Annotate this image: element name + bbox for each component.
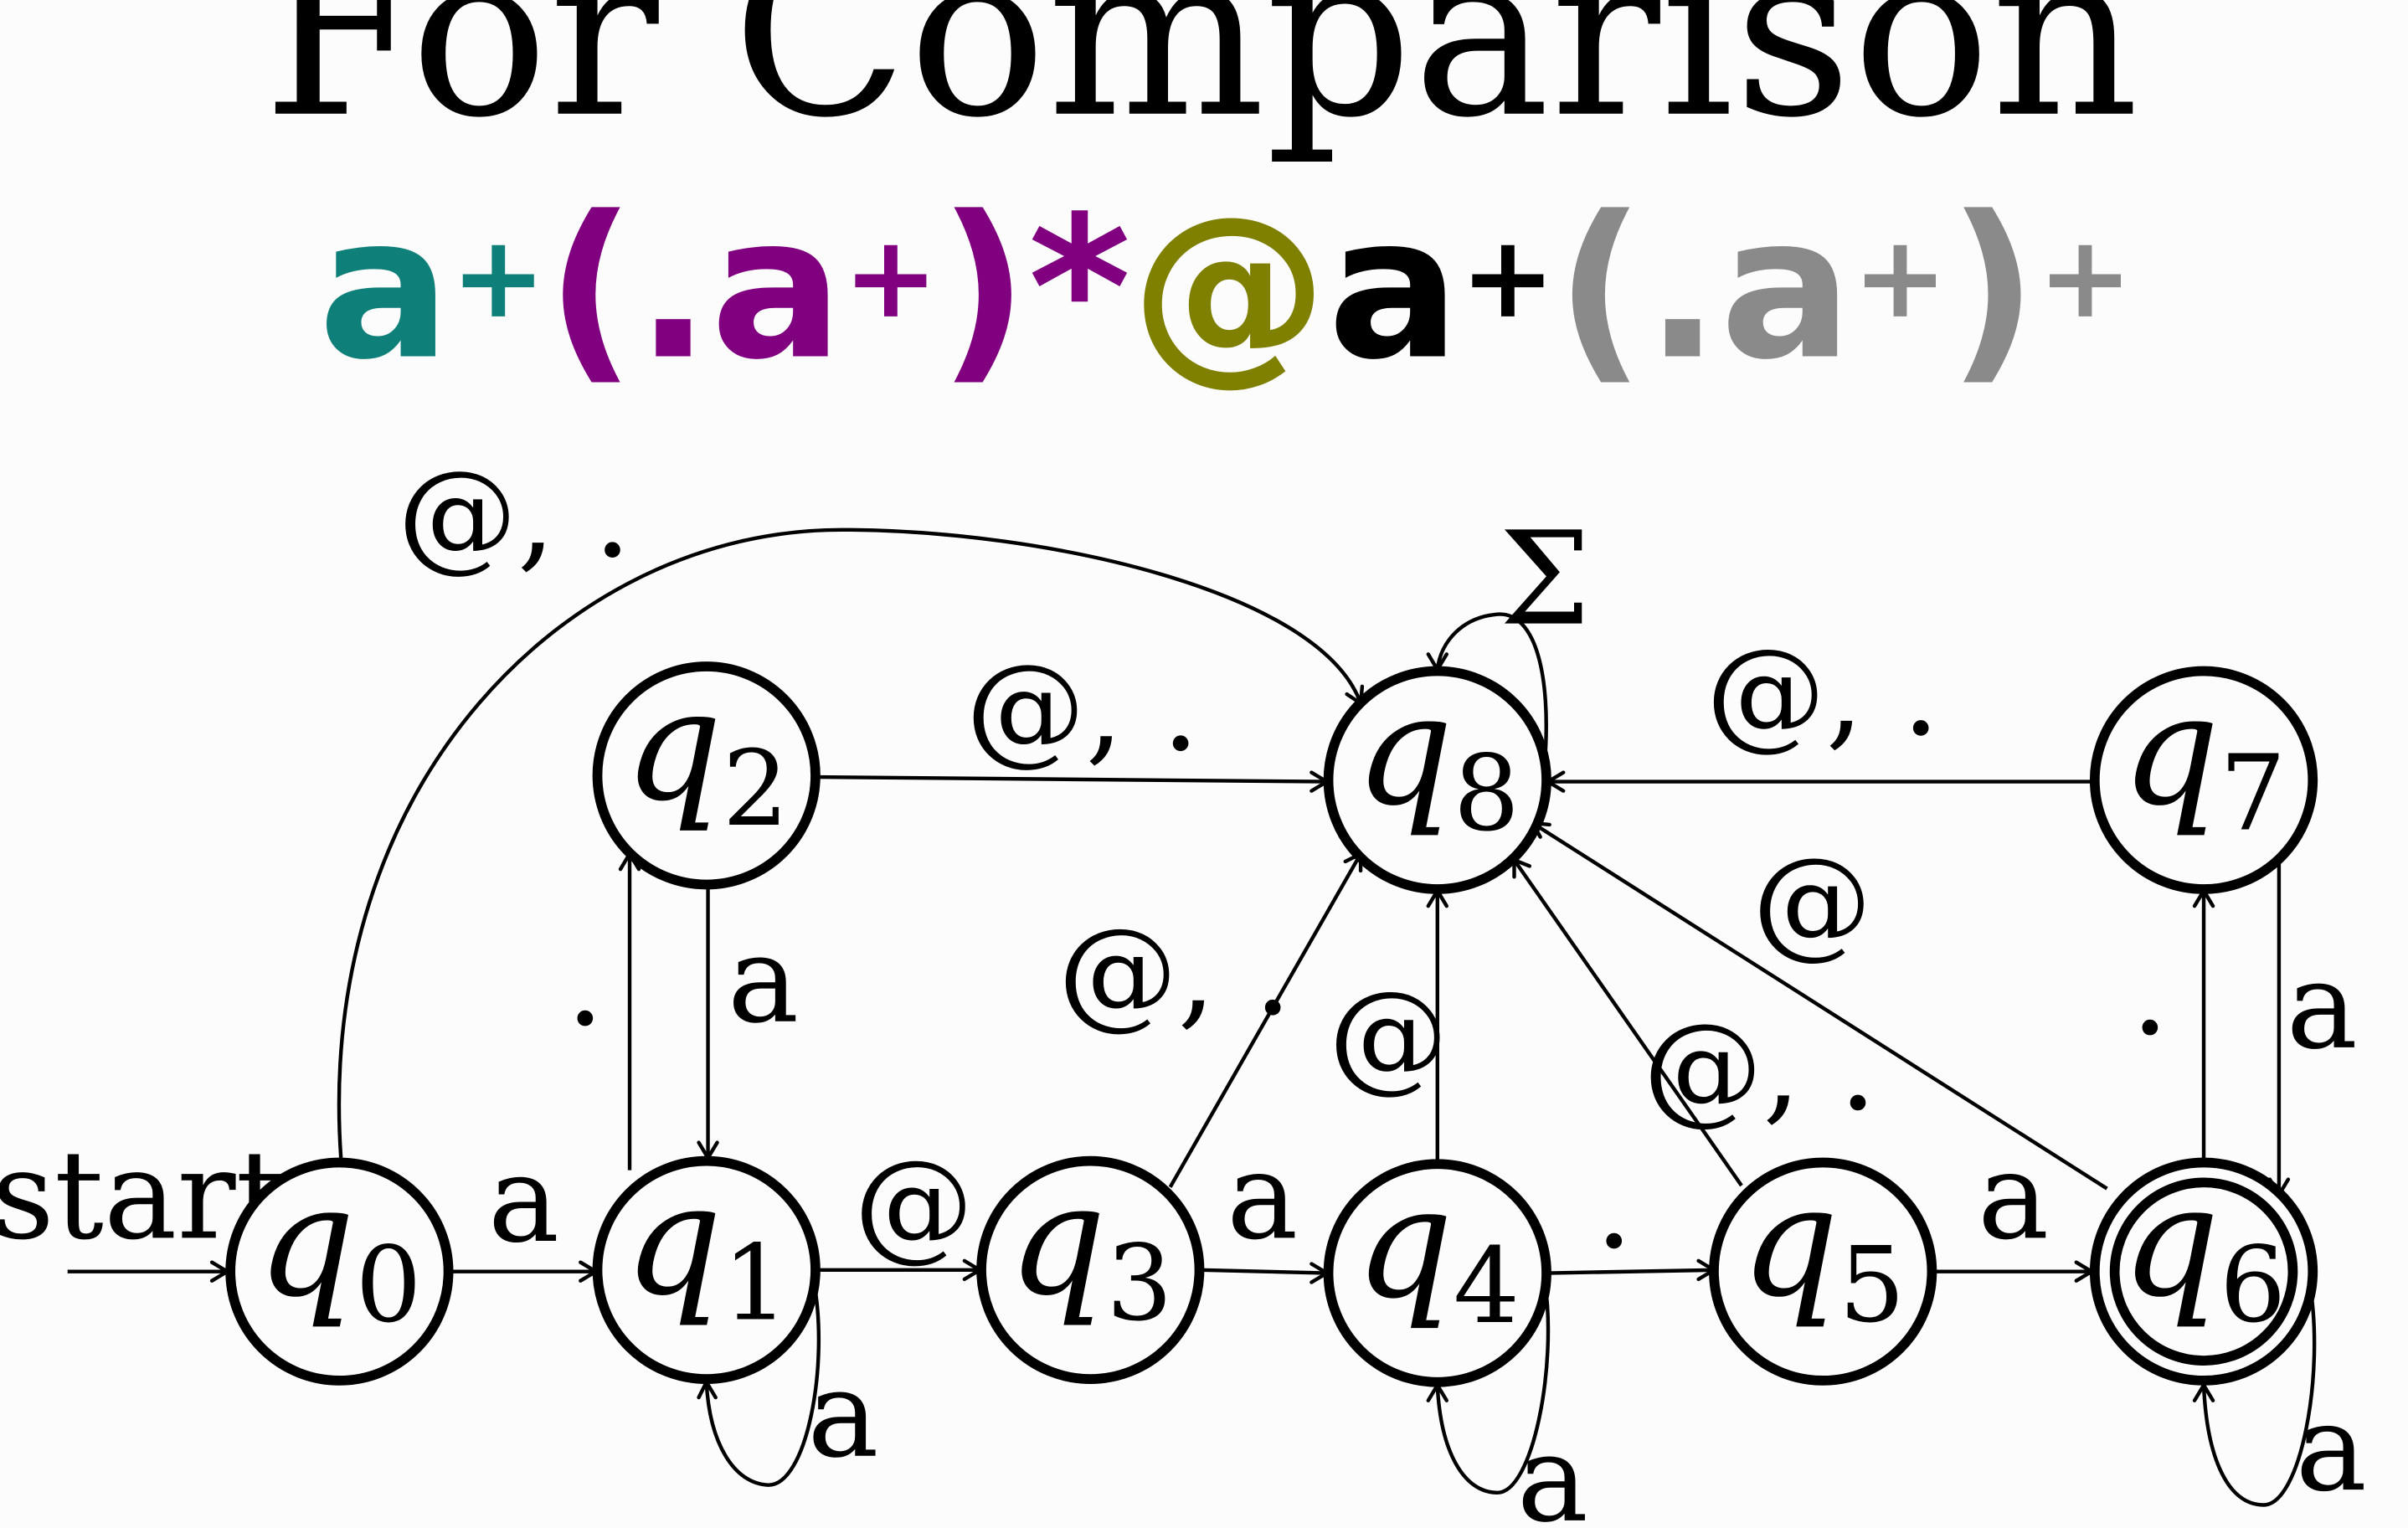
regex-local-repeat-superscript: + xyxy=(843,212,939,344)
label-q2-q8: @, . xyxy=(965,638,1199,778)
label-q0-q1: a xyxy=(488,1129,559,1269)
transitions xyxy=(67,527,2317,1507)
label-q5-q8: @, . xyxy=(1643,997,1876,1137)
label-q1-q2: . xyxy=(566,913,604,1052)
regex-domain-repeat-text: (.a xyxy=(1556,175,1853,404)
label-q2-q1: a xyxy=(728,910,799,1050)
state-q2: q2 xyxy=(592,657,821,890)
state-label-q7: q7 xyxy=(2122,661,2287,854)
regex-local-first-text: a xyxy=(318,175,450,404)
regex-domain-repeat-superscript: + xyxy=(2038,212,2133,344)
edge-q4-q5 xyxy=(1547,1268,1714,1275)
state-label-q0: q0 xyxy=(257,1153,422,1345)
label-q0-q8: @, . xyxy=(398,445,631,584)
regex-expression: a+​(.a+​)*@a+​(.a+​)+​ xyxy=(318,175,2133,404)
state-label-q6: q6 xyxy=(2122,1153,2287,1345)
edge-q1-q1 xyxy=(704,1282,821,1487)
state-circle-q4 xyxy=(1323,1159,1551,1387)
label-q1-q3: @ xyxy=(854,1134,974,1274)
states: q0 q1 q2 q3 xyxy=(225,657,2318,1387)
edge-q8-q8 xyxy=(1435,612,1548,761)
state-q4: q4 xyxy=(1323,1155,1551,1387)
state-q5: q5 xyxy=(1709,1153,1937,1386)
state-label-q4: q4 xyxy=(1355,1155,1520,1347)
edge-q6-q6 xyxy=(2201,1284,2317,1507)
state-circle-q7 xyxy=(2089,666,2318,894)
state-circle-q3 xyxy=(976,1155,1205,1384)
label-q5-q6: a xyxy=(1978,1126,2049,1266)
regex-domain-first-text: a xyxy=(1328,175,1460,404)
edge-q0-q8 xyxy=(337,527,1363,1159)
edge-q3-q4 xyxy=(1201,1268,1327,1275)
regex-local-first-superscript: + xyxy=(450,212,546,344)
edge-q5-q8 xyxy=(1512,858,1743,1187)
state-label-q1: q1 xyxy=(624,1151,789,1344)
label-q7-q6: a xyxy=(2287,936,2358,1076)
state-circle-q8 xyxy=(1323,666,1551,894)
state-circle-q1 xyxy=(592,1155,821,1384)
state-q0: q0 xyxy=(225,1153,454,1386)
edge-q3-q8 xyxy=(1168,852,1362,1188)
state-label-q8: q8 xyxy=(1355,661,1520,854)
state-q3: q3 xyxy=(976,1151,1205,1384)
regex-domain-repeat-superscript: + xyxy=(1853,212,1948,344)
label-q4-q8: @ xyxy=(1329,965,1448,1105)
state-label-q3: q3 xyxy=(1008,1151,1173,1344)
state-circle-q5 xyxy=(1709,1157,1937,1386)
label-q1-q1: a xyxy=(807,1345,878,1484)
state-label-q5: q5 xyxy=(1741,1153,1906,1345)
accepting-ring-q6 xyxy=(2109,1177,2298,1366)
edge-q4-q4 xyxy=(1435,1282,1551,1495)
label-q7-q8: @, . xyxy=(1706,623,1939,763)
label-q6-q6: a xyxy=(2296,1378,2367,1518)
edge-q6-q8 xyxy=(1531,821,2108,1191)
regex-local-repeat-text: (.a xyxy=(546,175,843,404)
regex-at-sign-text: @ xyxy=(1131,175,1328,404)
slide-title: For Comparison xyxy=(263,0,2139,168)
label-q3-q8: @, . xyxy=(1057,903,1291,1042)
state-label-q2: q2 xyxy=(624,657,789,850)
label-q4-q5: . xyxy=(1595,1135,1633,1275)
label-q4-q4: a xyxy=(1517,1409,1588,1528)
state-q8: q8 xyxy=(1323,661,1551,894)
state-circle-q0 xyxy=(225,1157,454,1386)
state-q1: q1 xyxy=(592,1151,821,1384)
regex-local-repeat-text: )* xyxy=(939,175,1131,404)
label-q8-q8: Σ xyxy=(1500,505,1591,655)
edge-q2-q8 xyxy=(818,774,1327,784)
regex-domain-first-superscript: + xyxy=(1460,212,1556,344)
label-q3-q4: a xyxy=(1227,1126,1298,1266)
state-q6: q6 xyxy=(2089,1153,2318,1386)
label-q6-q8: @ xyxy=(1752,831,1872,971)
label-q6-q7: . xyxy=(2131,922,2169,1062)
state-q7: q7 xyxy=(2089,661,2318,894)
state-circle-q2 xyxy=(592,661,821,890)
regex-domain-repeat-text: ) xyxy=(1947,175,2037,404)
